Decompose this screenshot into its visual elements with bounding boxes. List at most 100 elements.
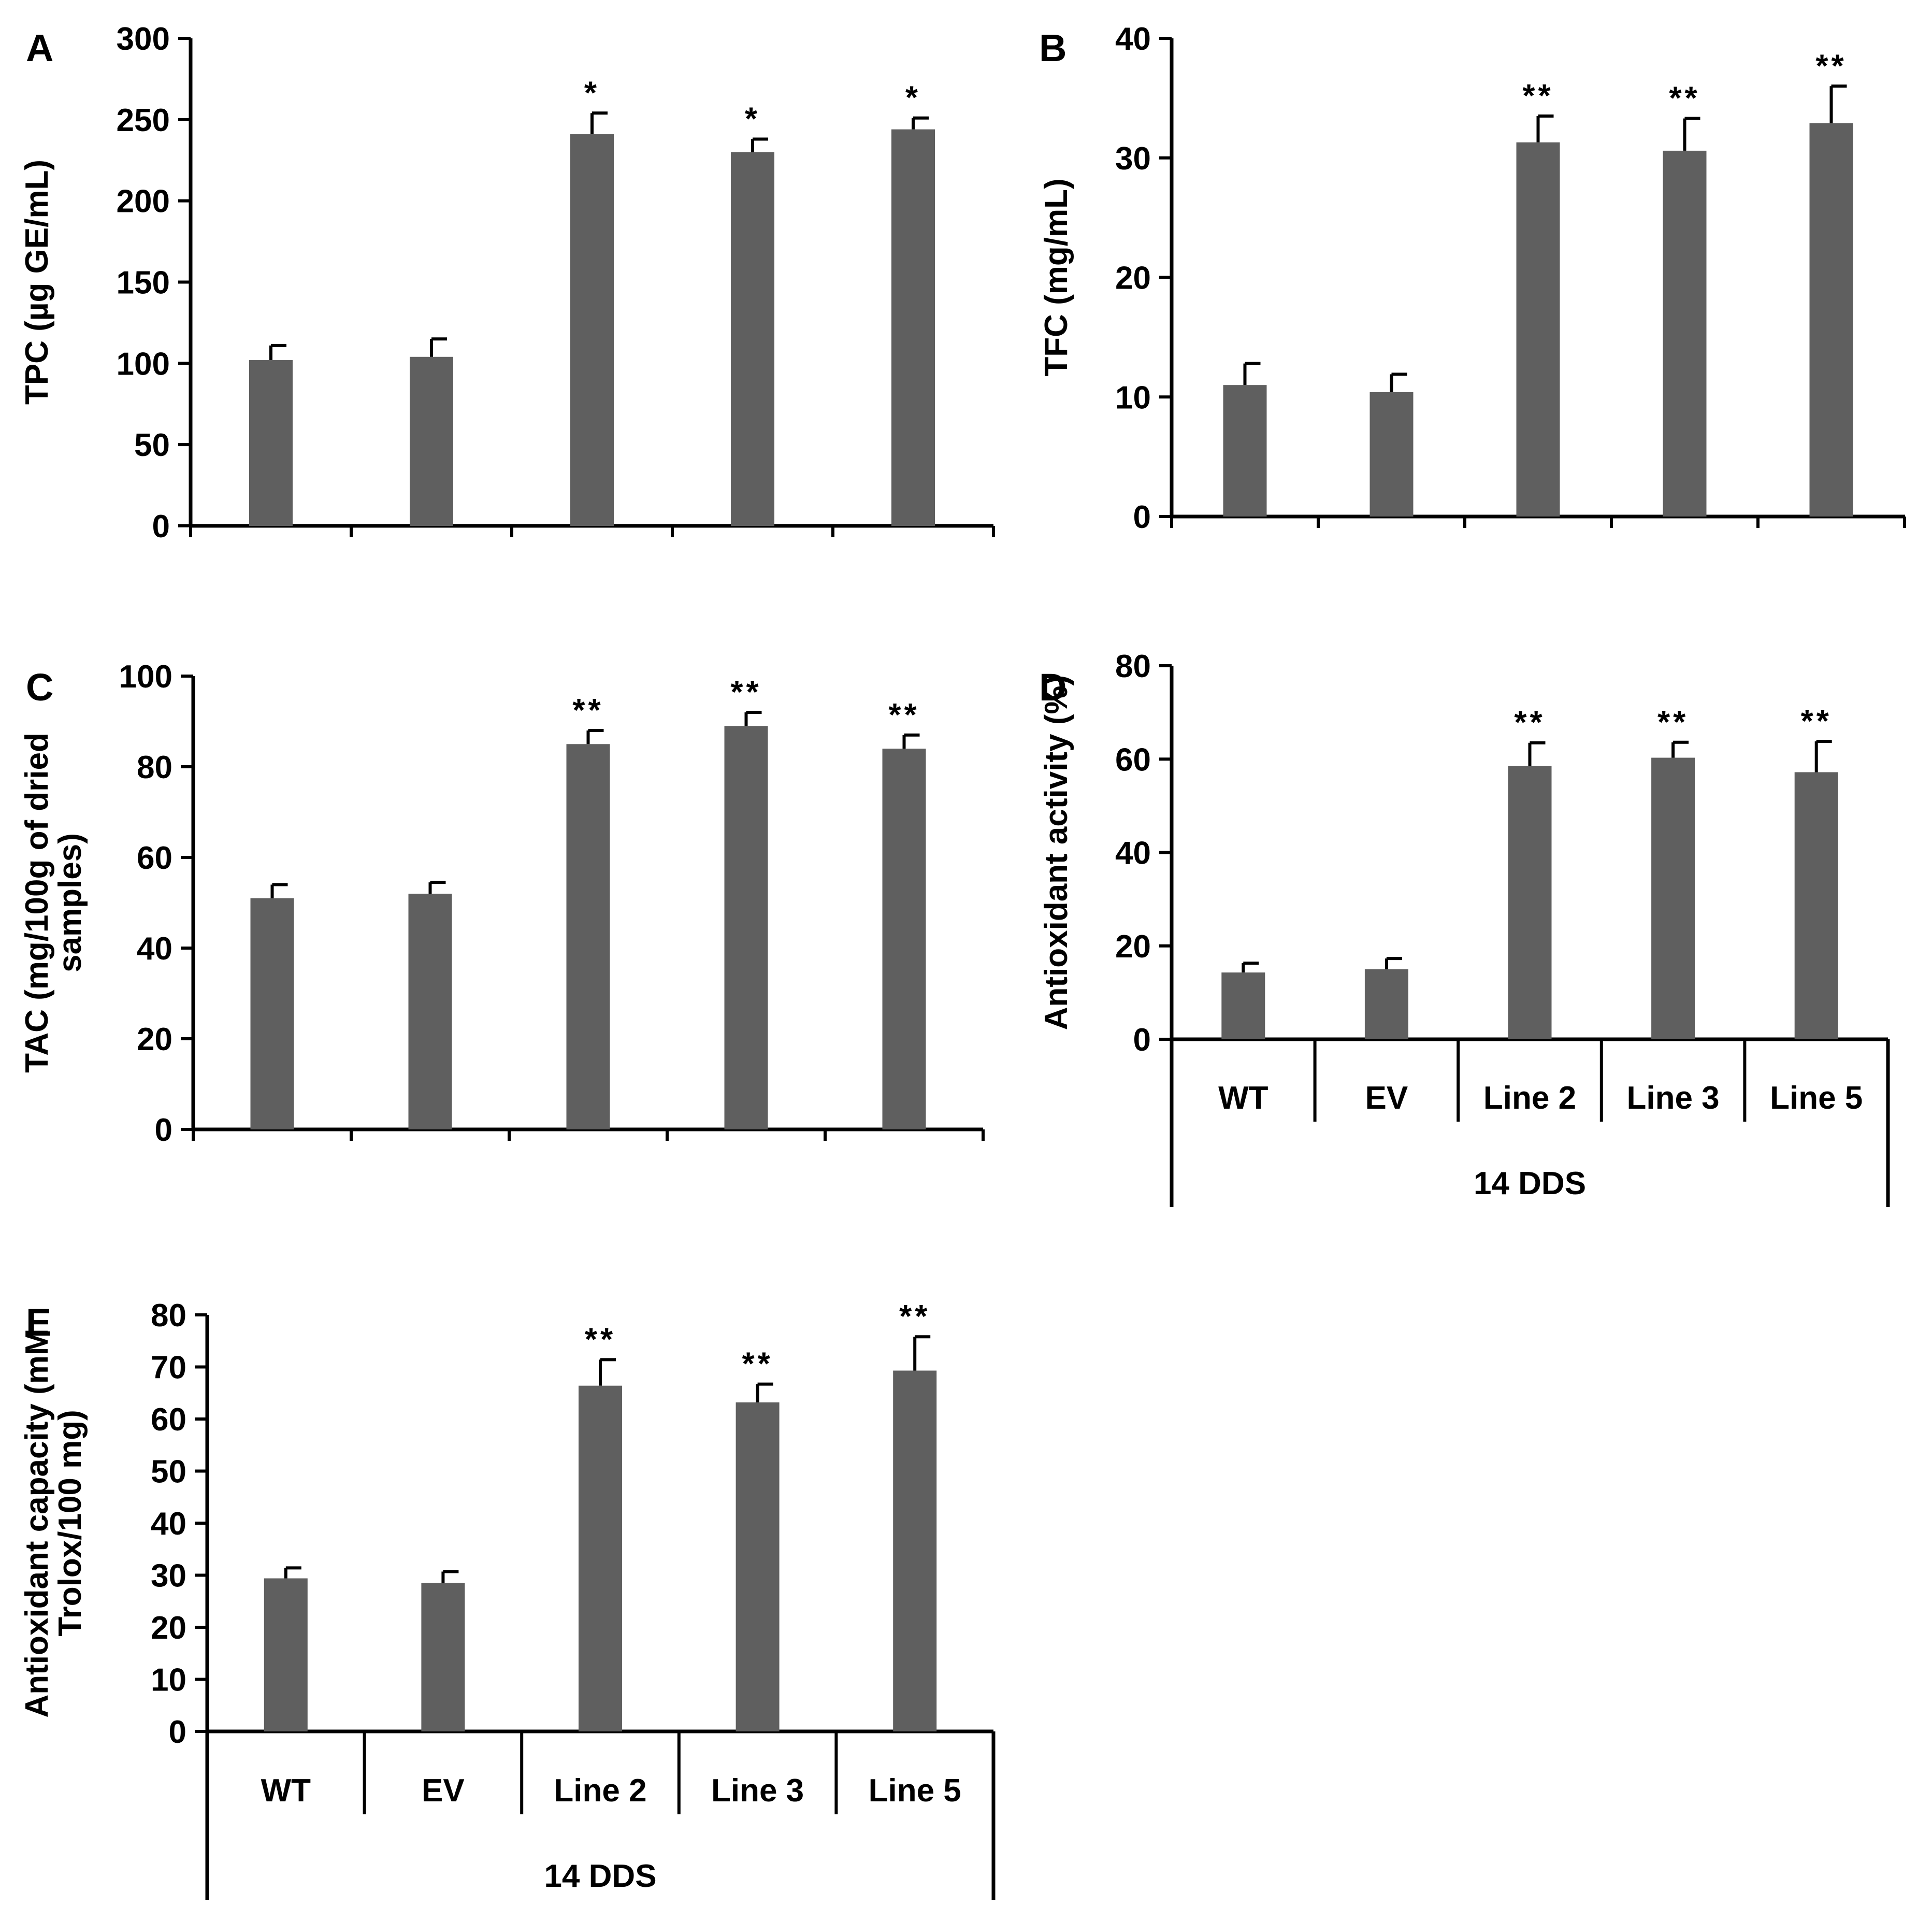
- y-tick-label: 60: [151, 1402, 186, 1438]
- panel-letter: C: [26, 666, 53, 709]
- category-label: EV: [1365, 1080, 1408, 1116]
- bar: [250, 898, 294, 1129]
- y-tick-label: 20: [137, 1022, 172, 1057]
- significance-label: **: [899, 1299, 930, 1335]
- chart-panel-a: A 0 50 100 150 200 250 300 * * * TPC (µg GE/mL): [19, 21, 995, 545]
- significance-label: *: [745, 101, 760, 137]
- category-label: Line 5: [869, 1773, 961, 1809]
- significance-label: **: [585, 1322, 616, 1357]
- y-tick-label: 60: [137, 840, 172, 876]
- y-tick-label: 100: [117, 346, 170, 382]
- category-label: WT: [1218, 1080, 1268, 1116]
- bar: [570, 134, 614, 526]
- y-tick-label: 40: [1115, 21, 1151, 57]
- bar: [1516, 142, 1560, 517]
- y-tick-label: 0: [155, 1112, 172, 1148]
- bar: [1223, 385, 1267, 517]
- significance-label: *: [905, 80, 921, 116]
- y-tick-label: 250: [117, 103, 170, 138]
- significance-label: **: [572, 693, 603, 728]
- y-tick-label: 300: [117, 21, 170, 57]
- chart-panel-e: E 0 10 20 30 40 50 60 70 80 ** ** ** WT EV Line 2 Line 3…: [19, 1298, 996, 1900]
- bar: [731, 152, 774, 526]
- y-tick-label: 20: [1115, 261, 1151, 296]
- y-tick-label: 80: [137, 750, 172, 785]
- significance-label: **: [888, 697, 919, 733]
- significance-label: **: [1514, 705, 1545, 741]
- y-tick-label: 20: [1115, 929, 1151, 965]
- bar: [724, 726, 768, 1129]
- y-tick-label: 40: [137, 931, 172, 967]
- y-tick-label: 80: [151, 1298, 186, 1334]
- bar: [249, 360, 293, 526]
- y-tick-label: 80: [1115, 649, 1151, 684]
- chart-panel-d: D 0 20 40 60 80 ** ** ** WT EV Line 2 Line 3 Line 5 14…: [1039, 649, 1890, 1207]
- category-label: WT: [261, 1773, 311, 1809]
- y-tick-label: 100: [119, 659, 172, 695]
- group-label: 14 DDS: [1474, 1166, 1586, 1201]
- bar: [891, 129, 935, 526]
- bar: [264, 1578, 308, 1731]
- y-tick-label: 30: [1115, 141, 1151, 177]
- y-axis-title: samples): [52, 833, 88, 972]
- bar: [1508, 766, 1552, 1039]
- y-tick-label: 30: [151, 1558, 186, 1594]
- bar: [893, 1370, 937, 1731]
- category-label: Line 3: [1627, 1080, 1720, 1116]
- y-tick-label: 0: [152, 509, 170, 545]
- y-tick-label: 0: [169, 1714, 186, 1750]
- y-tick-label: 10: [151, 1663, 186, 1698]
- significance-label: **: [1669, 81, 1700, 117]
- significance-label: **: [730, 675, 761, 710]
- bar: [1809, 123, 1853, 517]
- panel-letter: E: [26, 1301, 51, 1344]
- y-tick-label: 0: [1133, 499, 1151, 535]
- bar: [408, 894, 452, 1129]
- y-tick-label: 150: [117, 265, 170, 301]
- bar: [1651, 757, 1695, 1039]
- bar: [736, 1402, 780, 1731]
- bar: [1663, 150, 1707, 517]
- bar: [421, 1583, 465, 1731]
- y-tick-label: 60: [1115, 742, 1151, 778]
- bar: [1221, 972, 1265, 1039]
- significance-label: **: [1522, 78, 1553, 114]
- significance-label: **: [1815, 48, 1847, 84]
- bar: [579, 1385, 622, 1731]
- chart-panel-b: B 0 10 20 30 40 ** ** ** TFC (mg/mL): [1039, 21, 1906, 535]
- bar: [410, 356, 453, 526]
- category-label: Line 2: [554, 1773, 646, 1809]
- y-tick-label: 70: [151, 1350, 186, 1386]
- y-axis-title: TFC (mg/mL): [1039, 178, 1074, 376]
- category-label: Line 3: [711, 1773, 804, 1809]
- y-tick-label: 40: [151, 1506, 186, 1542]
- significance-label: **: [742, 1346, 773, 1382]
- panel-letter: B: [1039, 26, 1066, 69]
- y-tick-label: 20: [151, 1610, 186, 1646]
- significance-label: *: [584, 75, 600, 111]
- category-label: Line 5: [1770, 1080, 1863, 1116]
- bar: [1364, 969, 1408, 1039]
- y-tick-label: 10: [1115, 380, 1151, 415]
- y-tick-label: 0: [1133, 1022, 1151, 1058]
- y-axis-title: TPC (µg GE/mL): [19, 160, 55, 405]
- bar: [1369, 392, 1414, 517]
- y-tick-label: 50: [151, 1454, 186, 1490]
- category-label: EV: [422, 1773, 465, 1809]
- y-tick-label: 200: [117, 184, 170, 220]
- bar: [566, 744, 610, 1129]
- bar: [882, 749, 926, 1129]
- group-label: 14 DDS: [544, 1858, 656, 1894]
- chart-panel-c: C 0 20 40 60 80 100 ** ** ** TAC (mg/100g of dried…: [19, 659, 985, 1148]
- y-tick-label: 40: [1115, 836, 1151, 871]
- y-axis-title: Antioxidant capacity (mM: [19, 1329, 55, 1718]
- category-label: Line 2: [1483, 1080, 1576, 1116]
- panel-letter: D: [1039, 666, 1066, 709]
- y-tick-label: 50: [134, 427, 170, 463]
- panel-letter: A: [26, 26, 53, 69]
- significance-label: **: [1801, 704, 1832, 739]
- y-axis-title: TAC (mg/100g of dried: [19, 733, 55, 1073]
- y-axis-title: Trolox/100 mg): [52, 1410, 88, 1637]
- bar: [1794, 772, 1838, 1039]
